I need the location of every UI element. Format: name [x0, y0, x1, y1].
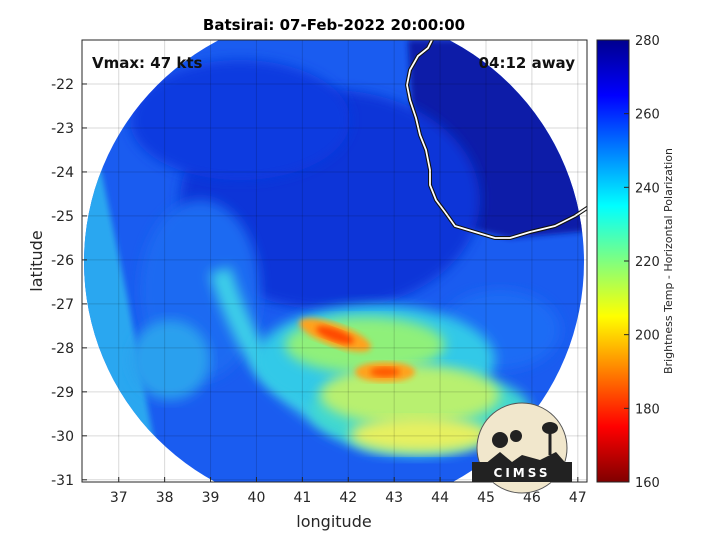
y-tick-label: -30	[51, 429, 74, 445]
colorbar-tick-label: 160	[635, 476, 660, 491]
grid	[82, 40, 587, 482]
x-tick-label: 43	[385, 490, 403, 506]
y-tick-label: -24	[51, 165, 74, 181]
y-tick-label: -27	[51, 297, 74, 313]
y-tick-label: -22	[51, 77, 74, 93]
colorbar-tick-label: 180	[635, 402, 660, 417]
chart-title: Batsirai: 07-Feb-2022 20:00:00	[203, 16, 465, 34]
colorbar	[596, 39, 630, 483]
colorbar-label: Brightness Temp - Horizontal Polarizatio…	[662, 148, 675, 374]
x-tick-label: 44	[431, 490, 449, 506]
x-tick-label: 39	[202, 490, 220, 506]
y-tick-label: -31	[51, 473, 74, 489]
colorbar-tick-label: 200	[635, 329, 660, 344]
x-tick-label: 38	[156, 490, 174, 506]
x-tick-label: 45	[477, 490, 495, 506]
y-tick-label: -26	[51, 253, 74, 269]
axes-frame	[81, 39, 588, 483]
y-tick-label: -25	[51, 209, 74, 225]
x-axis: 37 38 39 40 41 42 43 44 45 46 47	[110, 477, 587, 506]
x-tick-label: 47	[569, 490, 587, 506]
y-tick-label: -29	[51, 385, 74, 401]
swath-image	[84, 40, 587, 482]
colorbar-tick-label: 260	[635, 108, 660, 123]
x-axis-label: longitude	[296, 512, 371, 531]
y-axis: -22 -23 -24 -25 -26 -27 -28 -29 -30 -31	[51, 77, 87, 489]
x-tick-label: 40	[248, 490, 266, 506]
time-away-label: 04:12 away	[479, 54, 576, 72]
x-tick-label: 42	[339, 490, 357, 506]
colorbar-tick-label: 240	[635, 181, 660, 196]
x-tick-label: 46	[523, 490, 541, 506]
coastline	[406, 40, 587, 239]
logo-text: CIMSS	[494, 466, 551, 480]
y-axis-label: latitude	[27, 230, 46, 291]
colorbar-ticks: 160 180 200 220 240 260 280	[624, 34, 660, 491]
colorbar-tick-label: 220	[635, 255, 660, 270]
cimss-logo: CIMSS	[472, 402, 572, 494]
y-tick-label: -28	[51, 341, 74, 357]
vmax-label: Vmax: 47 kts	[92, 54, 202, 72]
x-tick-label: 41	[293, 490, 311, 506]
y-tick-label: -23	[51, 121, 74, 137]
x-tick-label: 37	[110, 490, 128, 506]
colorbar-tick-label: 280	[635, 34, 660, 49]
